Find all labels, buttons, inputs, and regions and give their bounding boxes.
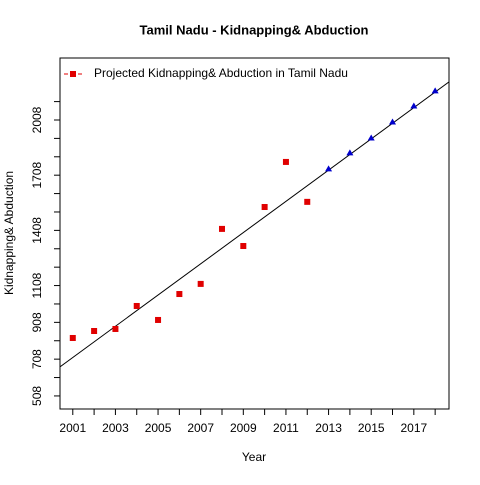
point [112,325,119,332]
point [346,149,354,156]
point [389,118,397,125]
point [325,165,333,172]
point [410,102,418,109]
point [197,280,204,287]
point [218,225,225,232]
x-axis-label: Year [242,450,266,464]
legend-label: Projected Kidnapping& Abduction in Tamil… [94,66,348,80]
x-tick-label: 2011 [273,421,299,435]
trend-line [60,81,449,368]
x-tick-label: 2017 [400,421,427,435]
y-tick-label: 508 [30,386,44,406]
x-tick-label: 2015 [358,421,385,435]
point [261,204,268,211]
y-tick-label: 2008 [30,106,44,133]
y-tick-label: 1708 [30,162,44,189]
y-tick-label: 1108 [30,272,44,298]
x-tick-label: 2001 [59,421,86,435]
point [431,87,439,94]
point [176,291,183,298]
chart-title: Tamil Nadu - Kidnapping& Abduction [140,22,369,37]
point [91,328,98,334]
x-tick-label: 2013 [315,421,342,435]
x-tick-label: 2003 [102,421,129,435]
y-axis-label: Kidnapping& Abduction [2,171,16,295]
y-tick-label: 908 [30,312,44,332]
plot-frame [59,57,450,410]
point [69,334,76,341]
point [133,302,140,309]
point [282,158,289,165]
x-tick-label: 2005 [145,421,172,435]
x-tick-label: 2007 [187,421,214,435]
y-tick-label: 708 [30,349,44,369]
y-tick-label: 1408 [30,217,44,244]
point [70,71,76,77]
point [304,198,311,205]
point [240,243,247,250]
point [155,316,162,323]
x-tick-label: 2009 [230,421,257,435]
point [367,134,375,141]
